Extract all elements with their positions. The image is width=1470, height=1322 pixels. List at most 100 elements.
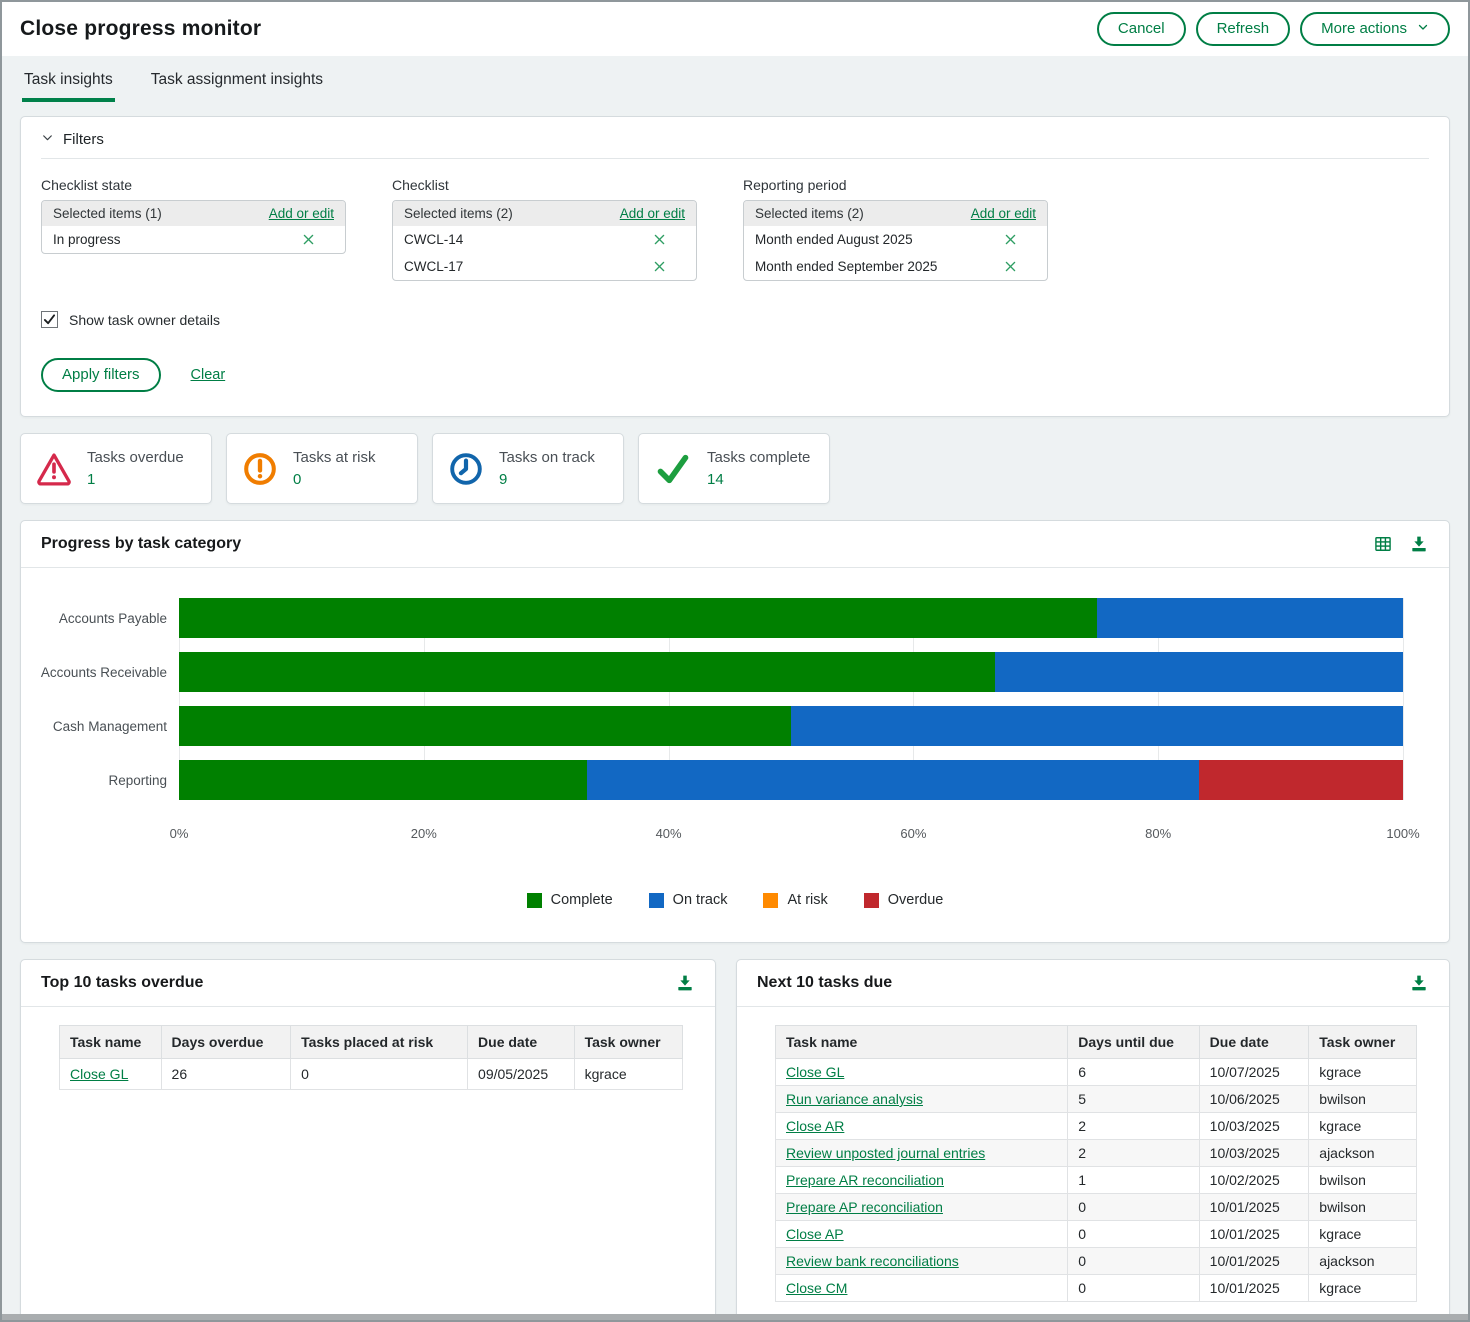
- chart-plot-area: [179, 598, 1403, 800]
- column-header: Days until due: [1068, 1026, 1199, 1059]
- download-icon[interactable]: [1409, 534, 1429, 554]
- summary-cards-row: Tasks overdue 1 Tasks at risk0Tasks on tra…: [20, 433, 1450, 504]
- column-header: Task name: [60, 1026, 162, 1059]
- filter-box-header: Selected items (2)Add or edit: [393, 201, 696, 226]
- filter-group-checklist-state: Checklist stateSelected items (1)Add or …: [41, 177, 346, 281]
- kpi-value: 0: [293, 471, 376, 488]
- cancel-button[interactable]: Cancel: [1097, 12, 1186, 46]
- task-name-cell: Prepare AP reconciliation: [776, 1194, 1068, 1221]
- overdue-tasks-card: Top 10 tasks overdue Task nameDays overd…: [20, 959, 716, 1322]
- filter-selected-item: Month ended September 2025: [744, 253, 1047, 280]
- filter-selected-box: Selected items (2) Add or edit Month ended…: [743, 200, 1048, 281]
- task-link[interactable]: Close GL: [786, 1064, 844, 1080]
- download-icon[interactable]: [675, 973, 695, 993]
- x-axis-tick-label: 80%: [1145, 826, 1171, 841]
- table-cell: 10/01/2025: [1199, 1248, 1309, 1275]
- table-cell: kgrace: [1309, 1059, 1417, 1086]
- filter-selected-box: Selected items (2)Add or editCWCL-14CWCL…: [392, 200, 697, 281]
- table-cell: 5: [1068, 1086, 1199, 1113]
- task-link[interactable]: Close GL: [70, 1066, 128, 1082]
- task-link[interactable]: Prepare AP reconciliation: [786, 1199, 943, 1215]
- task-link[interactable]: Review bank reconciliations: [786, 1253, 959, 1269]
- task-name-cell: Close AR: [776, 1113, 1068, 1140]
- refresh-button[interactable]: Refresh: [1196, 12, 1291, 46]
- apply-filters-button[interactable]: Apply filters: [41, 358, 161, 392]
- legend-label: Complete: [551, 892, 613, 908]
- task-link[interactable]: Run variance analysis: [786, 1091, 923, 1107]
- bar-segment-on-track: [1097, 598, 1403, 638]
- add-or-edit-link[interactable]: Add or edit: [620, 206, 685, 221]
- filter-selected-item: CWCL-14: [393, 226, 696, 253]
- table-cell: 09/05/2025: [468, 1059, 575, 1090]
- chart-bar-accounts-receivable: [179, 652, 1403, 692]
- window-bottom-strip: [2, 1314, 1468, 1320]
- table-cell: kgrace: [1309, 1275, 1417, 1302]
- table-cell: 26: [161, 1059, 291, 1090]
- table-cell: 0: [1068, 1221, 1199, 1248]
- checkmark-icon: [653, 449, 693, 489]
- filter-selected-item: CWCL-17: [393, 253, 696, 280]
- chart-category-label: Accounts Payable: [21, 598, 179, 638]
- kpi-card-tasks-at-risk: Tasks at risk0: [226, 433, 418, 504]
- add-or-edit-link[interactable]: Add or edit: [971, 206, 1036, 221]
- selected-items-count: Selected items (2): [755, 206, 864, 221]
- table-cell: bwilson: [1309, 1167, 1417, 1194]
- remove-item-icon[interactable]: [654, 261, 665, 272]
- tab-task-assignment-insights[interactable]: Task assignment insights: [149, 56, 325, 102]
- kpi-card-tasks-overdue: Tasks overdue 1: [20, 433, 212, 504]
- table-row: Close AR210/03/2025kgrace: [776, 1113, 1417, 1140]
- filter-group-label: Checklist: [392, 177, 697, 193]
- filter-group-checklist: ChecklistSelected items (2)Add or editCW…: [392, 177, 697, 281]
- table-cell: 6: [1068, 1059, 1199, 1086]
- filter-group-reporting-period: Reporting period Selected items (2) Add or…: [743, 177, 1048, 281]
- remove-item-icon[interactable]: [303, 234, 314, 245]
- more-actions-button[interactable]: More actions: [1300, 12, 1450, 46]
- x-axis-tick-label: 40%: [656, 826, 682, 841]
- page-title: Close progress monitor: [20, 17, 261, 41]
- legend-item-overdue: Overdue: [864, 892, 944, 908]
- filter-group-label: Reporting period: [743, 177, 1048, 193]
- table-cell: 0: [1068, 1275, 1199, 1302]
- task-link[interactable]: Close CM: [786, 1280, 847, 1296]
- filter-item-label: Month ended September 2025: [755, 259, 937, 274]
- table-view-icon[interactable]: [1373, 534, 1393, 554]
- chart-bar-reporting: [179, 760, 1403, 800]
- kpi-label: Tasks overdue: [87, 449, 184, 466]
- task-link[interactable]: Review unposted journal entries: [786, 1145, 985, 1161]
- chart-legend: CompleteOn trackAt riskOverdue: [21, 892, 1449, 908]
- column-header: Task owner: [574, 1026, 682, 1059]
- filters-panel: Filters Checklist stateSelected items (1…: [20, 116, 1450, 417]
- task-name-cell: Close CM: [776, 1275, 1068, 1302]
- filters-collapse-toggle[interactable]: Filters: [41, 131, 1429, 159]
- chart-toolbar: [1373, 534, 1429, 554]
- table-row: Prepare AP reconciliation010/01/2025bwil…: [776, 1194, 1417, 1221]
- overdue-tasks-table: Task nameDays overdueTasks placed at ris…: [59, 1025, 683, 1090]
- bar-segment-overdue: [1199, 760, 1403, 800]
- remove-item-icon[interactable]: [654, 234, 665, 245]
- task-link[interactable]: Close AR: [786, 1118, 844, 1134]
- add-or-edit-link[interactable]: Add or edit: [269, 206, 334, 221]
- selected-items-count: Selected items (1): [53, 206, 162, 221]
- table-cell: 10/03/2025: [1199, 1113, 1309, 1140]
- due-card-title-row: Next 10 tasks due: [737, 960, 1449, 1007]
- legend-swatch: [763, 893, 778, 908]
- remove-item-icon[interactable]: [1005, 234, 1016, 245]
- task-link[interactable]: Close AP: [786, 1226, 844, 1242]
- kpi-value: 1: [87, 471, 184, 488]
- table-row: Review unposted journal entries210/03/20…: [776, 1140, 1417, 1167]
- table-cell: 10/01/2025: [1199, 1194, 1309, 1221]
- table-cell: bwilson: [1309, 1086, 1417, 1113]
- download-icon[interactable]: [1409, 973, 1429, 993]
- task-name-cell: Review bank reconciliations: [776, 1248, 1068, 1275]
- kpi-card-tasks-on-track: Tasks on track9: [432, 433, 624, 504]
- chart-title: Progress by task category: [41, 535, 241, 553]
- clear-filters-link[interactable]: Clear: [191, 367, 226, 383]
- table-cell: bwilson: [1309, 1194, 1417, 1221]
- show-task-owner-checkbox[interactable]: [41, 311, 58, 328]
- table-cell: 10/07/2025: [1199, 1059, 1309, 1086]
- remove-item-icon[interactable]: [1005, 261, 1016, 272]
- tab-task-insights[interactable]: Task insights: [22, 56, 115, 102]
- filter-box-header: Selected items (2) Add or edit: [744, 201, 1047, 226]
- task-link[interactable]: Prepare AR reconciliation: [786, 1172, 944, 1188]
- legend-label: At risk: [787, 892, 827, 908]
